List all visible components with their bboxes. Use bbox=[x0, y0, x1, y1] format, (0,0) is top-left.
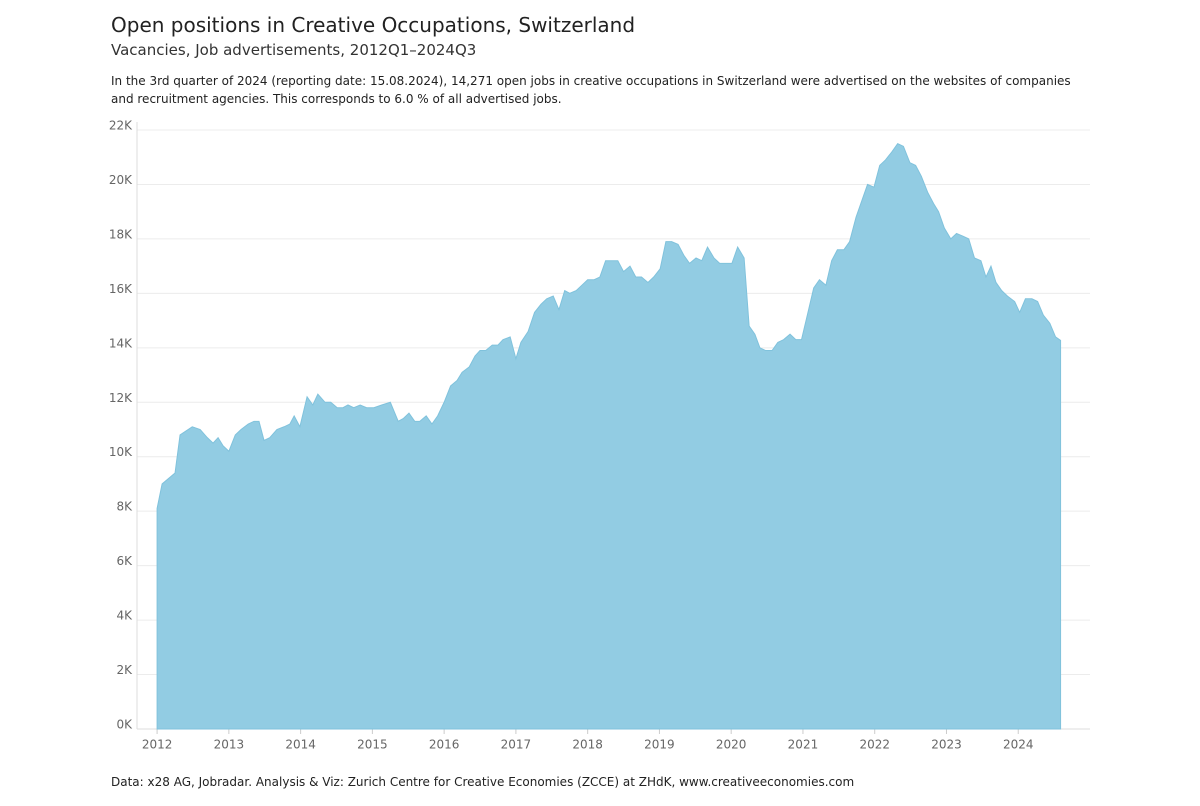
chart-title: Open positions in Creative Occupations, … bbox=[111, 13, 636, 37]
x-tick-label: 2012 bbox=[142, 738, 173, 752]
x-tick-label: 2018 bbox=[572, 738, 603, 752]
x-tick-label: 2015 bbox=[357, 738, 388, 752]
y-tick-label: 12K bbox=[109, 391, 133, 405]
x-tick-label: 2014 bbox=[285, 738, 316, 752]
y-tick-label: 14K bbox=[109, 336, 133, 350]
y-tick-label: 8K bbox=[116, 500, 133, 514]
x-tick-label: 2017 bbox=[501, 738, 532, 752]
y-tick-label: 18K bbox=[109, 227, 133, 241]
x-tick-label: 2013 bbox=[214, 738, 245, 752]
x-tick-label: 2021 bbox=[788, 738, 819, 752]
x-tick-label: 2023 bbox=[931, 738, 962, 752]
y-tick-label: 0K bbox=[116, 718, 133, 732]
y-tick-label: 4K bbox=[116, 609, 133, 623]
area bbox=[156, 142, 1062, 730]
description: In the 3rd quarter of 2024 (reporting da… bbox=[111, 74, 1071, 106]
y-tick-label: 22K bbox=[109, 119, 133, 133]
y-tick-label: 2K bbox=[116, 663, 133, 677]
y-tick-label: 16K bbox=[109, 282, 133, 296]
x-tick-label: 2020 bbox=[716, 738, 747, 752]
y-tick-label: 6K bbox=[116, 554, 133, 568]
x-tick-label: 2022 bbox=[859, 738, 890, 752]
y-tick-label: 10K bbox=[109, 445, 133, 459]
chart-subtitle: Vacancies, Job advertisements, 2012Q1–20… bbox=[111, 41, 477, 59]
source-note: Data: x28 AG, Jobradar. Analysis & Viz: … bbox=[111, 775, 855, 789]
y-tick-label: 20K bbox=[109, 173, 133, 187]
x-tick-label: 2024 bbox=[1003, 738, 1034, 752]
x-tick-label: 2019 bbox=[644, 738, 675, 752]
x-tick-label: 2016 bbox=[429, 738, 460, 752]
